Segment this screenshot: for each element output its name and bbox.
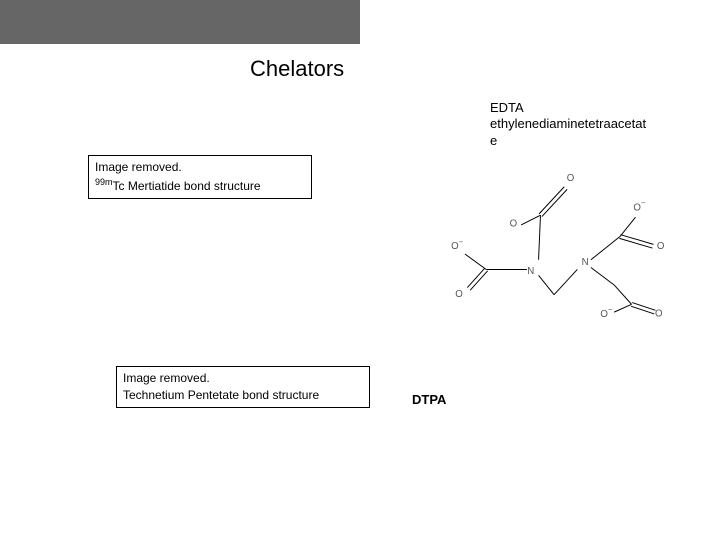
image-removed-text-2: Image removed.: [123, 370, 363, 387]
edta-label-block: EDTA ethylenediaminetetraacetat e: [490, 100, 690, 149]
header-bar: [0, 0, 360, 44]
svg-text:O: O: [657, 241, 665, 252]
svg-text:O−: O−: [451, 237, 464, 251]
svg-text:O−: O−: [633, 199, 646, 213]
dtpa-label: DTPA: [412, 392, 446, 407]
image-removed-box-2: Image removed. Technetium Pentetate bond…: [116, 366, 370, 408]
tc99m-sup: 99m: [95, 177, 113, 187]
edta-line2: ethylenediaminetetraacetat: [490, 116, 690, 132]
edta-line3: e: [490, 133, 690, 149]
mertiatide-rest: Tc Mertiatide bond structure: [113, 179, 261, 193]
svg-text:N: N: [527, 266, 534, 277]
pentetate-caption: Technetium Pentetate bond structure: [123, 387, 363, 404]
svg-text:O−: O−: [600, 305, 613, 319]
svg-text:O: O: [510, 218, 518, 229]
page-title: Chelators: [250, 56, 344, 82]
image-removed-text-1: Image removed.: [95, 159, 305, 176]
image-removed-box-1: Image removed. 99mTc Mertiatide bond str…: [88, 155, 312, 199]
svg-text:O: O: [655, 309, 663, 320]
svg-text:O: O: [567, 173, 575, 184]
edta-line1: EDTA: [490, 100, 690, 116]
svg-text:O: O: [455, 289, 463, 300]
svg-text:N: N: [582, 257, 589, 268]
mertiatide-caption: 99mTc Mertiatide bond structure: [95, 176, 305, 195]
edta-molecule-diagram: O O O− O N N O− O O O−: [430, 168, 682, 338]
